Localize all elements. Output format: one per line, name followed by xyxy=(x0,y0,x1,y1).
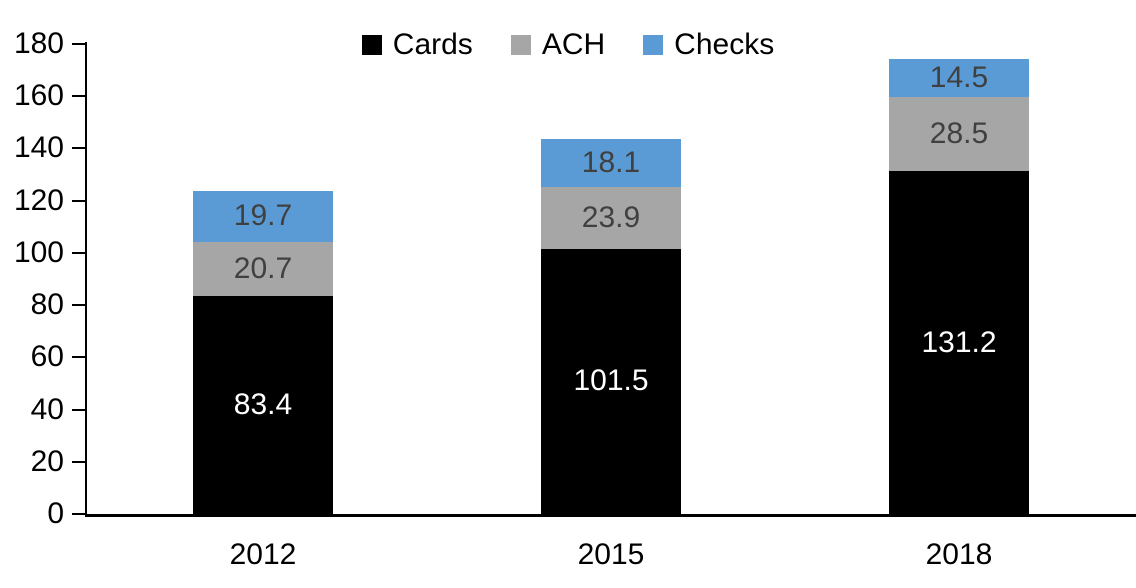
y-axis-tick xyxy=(72,43,86,45)
y-axis-tick xyxy=(72,147,86,150)
x-axis-line xyxy=(85,514,1136,517)
y-axis-tick-label: 20 xyxy=(30,444,64,478)
y-axis-tick-label: 140 xyxy=(13,131,64,165)
data-label: 14.5 xyxy=(929,61,989,95)
y-axis-tick xyxy=(72,356,86,359)
y-axis-tick-label: 160 xyxy=(13,79,64,113)
y-axis-tick xyxy=(72,513,86,515)
data-label: 101.5 xyxy=(573,364,649,398)
y-axis-tick xyxy=(72,95,86,98)
data-label: 83.4 xyxy=(233,388,293,422)
y-axis-line xyxy=(85,42,87,516)
data-label: 23.9 xyxy=(581,200,641,234)
y-axis-tick-label: 180 xyxy=(13,27,64,60)
y-axis-tick xyxy=(72,408,86,411)
y-axis-tick xyxy=(72,251,86,254)
legend-swatch-checks xyxy=(643,35,664,55)
bar-segment-ach-2015: 23.9 xyxy=(541,186,681,249)
bar-segment-cards-2012: 83.4 xyxy=(193,296,333,514)
bar-segment-ach-2018: 28.5 xyxy=(889,97,1029,172)
y-axis-tick-label: 100 xyxy=(13,235,64,269)
data-label: 18.1 xyxy=(581,145,641,179)
legend-item-ach: ACH xyxy=(510,28,606,61)
data-label: 131.2 xyxy=(921,325,997,359)
data-label: 19.7 xyxy=(233,199,293,233)
data-label: 20.7 xyxy=(233,252,293,286)
bar-segment-cards-2018: 131.2 xyxy=(889,171,1029,514)
legend-item-checks: Checks xyxy=(643,30,774,60)
legend-swatch-ach xyxy=(510,35,531,55)
x-axis-label: 2012 xyxy=(229,538,297,571)
data-label: 28.5 xyxy=(929,117,989,151)
y-axis-tick xyxy=(72,199,86,202)
y-axis-tick-label: 0 xyxy=(47,497,64,530)
bar-segment-checks-2015: 18.1 xyxy=(541,139,681,187)
y-axis-tick-label: 120 xyxy=(13,183,64,217)
y-axis-tick-label: 60 xyxy=(30,340,64,374)
y-axis-tick xyxy=(72,304,86,307)
y-axis-tick xyxy=(72,460,86,463)
legend-label: ACH xyxy=(541,28,606,61)
bar-segment-checks-2012: 19.7 xyxy=(193,190,333,243)
x-axis-label: 2018 xyxy=(925,538,993,571)
bar-segment-checks-2018: 14.5 xyxy=(889,59,1029,97)
bar-segment-cards-2015: 101.5 xyxy=(541,248,681,514)
bar-segment-ach-2012: 20.7 xyxy=(193,242,333,297)
x-axis-label: 2015 xyxy=(577,538,645,571)
legend-label: Checks xyxy=(674,28,775,61)
legend-label: Cards xyxy=(392,28,473,61)
legend: Cards ACH Checks xyxy=(0,30,1136,60)
y-axis-tick-label: 40 xyxy=(30,392,64,426)
legend-swatch-cards xyxy=(361,35,382,55)
legend-item-cards: Cards xyxy=(361,28,473,61)
y-axis-tick-label: 80 xyxy=(30,288,64,322)
